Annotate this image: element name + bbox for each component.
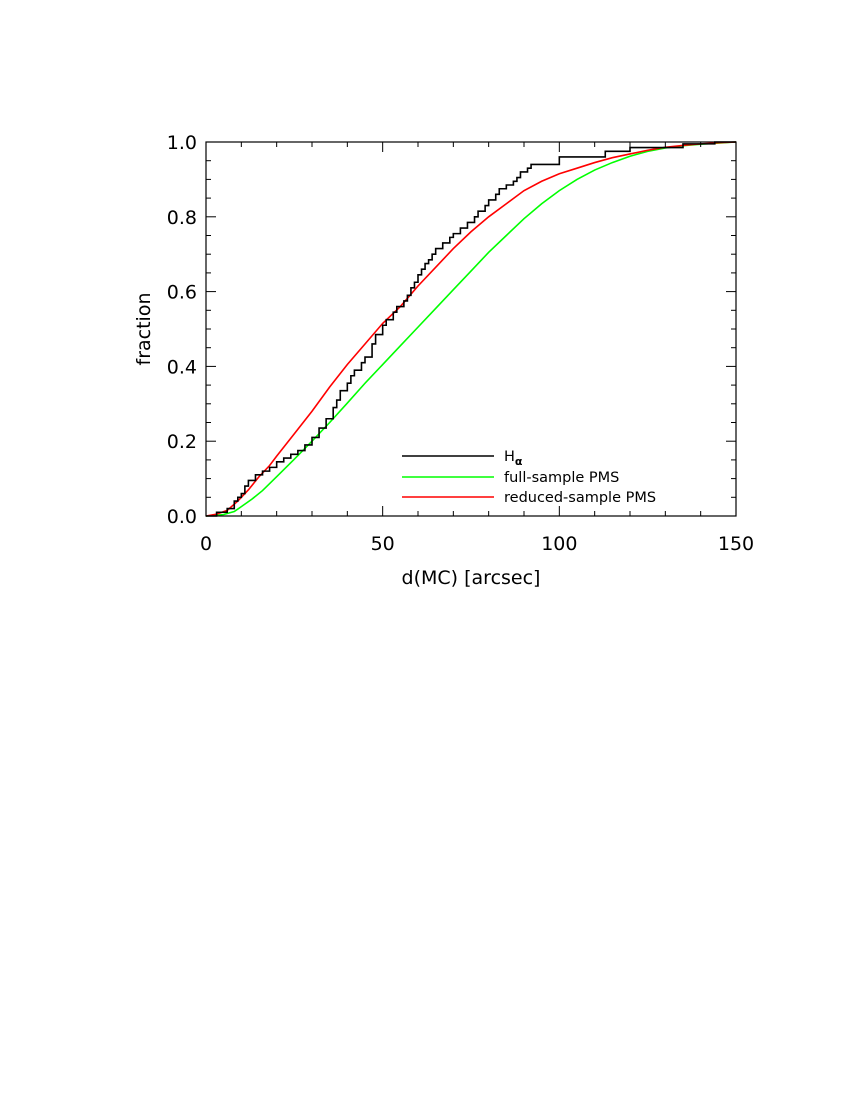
legend-label-subscript: α <box>515 455 523 468</box>
x-tick-label: 150 <box>718 533 754 555</box>
y-axis-title: fraction <box>133 293 155 366</box>
legend-label-2: reduced-sample PMS <box>504 490 656 506</box>
x-tick-labels: 0 50 100 150 <box>200 533 754 555</box>
y-tick-label: 0.0 <box>167 506 197 528</box>
y-tick-label: 0.6 <box>167 282 197 304</box>
series-layer <box>205 141 737 517</box>
y-tick-label: 0.2 <box>167 431 197 453</box>
x-tick-label: 0 <box>200 533 212 555</box>
legend: Hα full-sample PMS reduced-sample PMS <box>402 449 656 506</box>
legend-label-0: Hα <box>504 449 523 468</box>
series-line-1 <box>205 141 737 517</box>
x-tick-label: 100 <box>541 533 577 555</box>
ticks-layer <box>205 141 737 517</box>
y-tick-label: 0.4 <box>167 356 197 378</box>
x-tick-label: 50 <box>371 533 395 555</box>
y-tick-label: 0.8 <box>167 207 197 229</box>
legend-label-1: full-sample PMS <box>504 470 619 486</box>
y-tick-label: 1.0 <box>167 132 197 154</box>
x-axis-title: d(MC) [arcsec] <box>402 567 541 589</box>
plot-frame <box>205 141 737 517</box>
y-tick-labels: 0.0 0.2 0.4 0.6 0.8 1.0 <box>167 132 197 528</box>
series-line-0 <box>206 141 736 517</box>
series-line-2 <box>205 141 737 517</box>
